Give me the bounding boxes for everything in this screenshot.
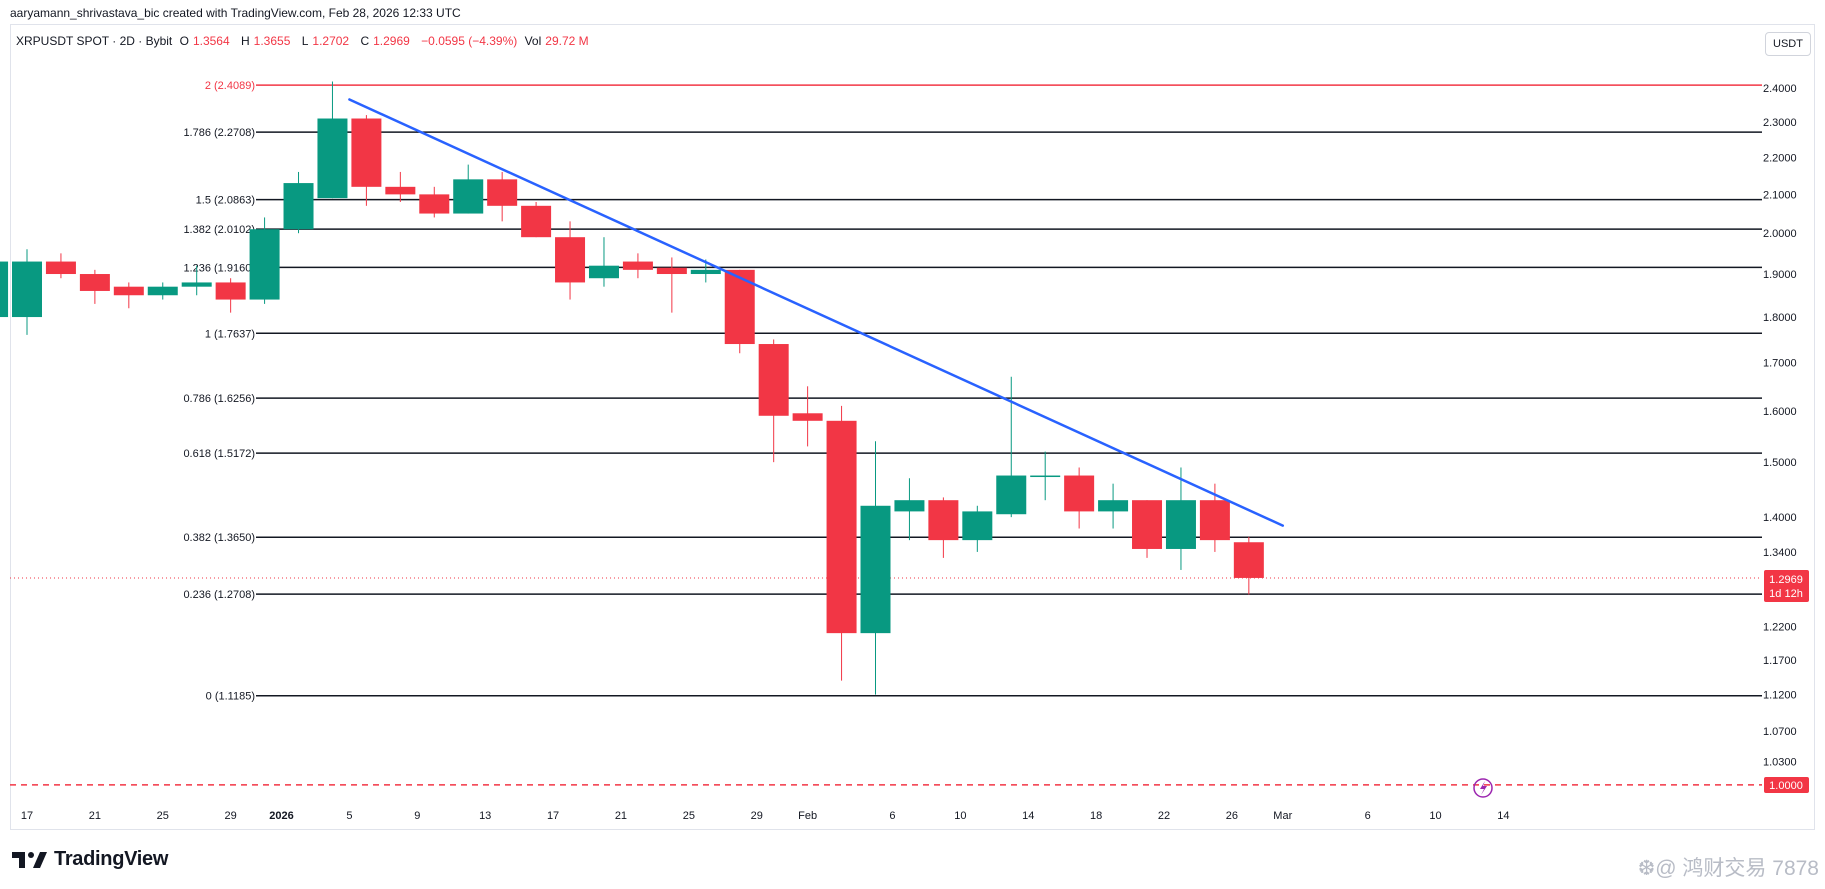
- tradingview-wordmark: TradingView: [54, 848, 169, 870]
- legend-low-label: L: [301, 34, 309, 48]
- legend-change: −0.0595 (−4.39%): [421, 34, 518, 48]
- candle-body: [0, 261, 9, 318]
- legend-high-value: 1.3655: [253, 34, 291, 48]
- legend-low-value: 1.2702: [312, 34, 350, 48]
- currency-selector[interactable]: USDT: [1765, 32, 1811, 56]
- tradingview-logo[interactable]: TradingView: [12, 848, 168, 871]
- symbol-legend: XRPUSDT SPOT · 2D · Bybit O 1.3564 H 1.365…: [16, 34, 597, 48]
- chart-attribution: aaryamann_shrivastava_bic created with T…: [10, 6, 461, 20]
- legend-open-label: O: [179, 34, 189, 48]
- chart-frame: [10, 24, 1815, 830]
- legend-close-value: 1.2969: [373, 34, 410, 48]
- legend-symbol[interactable]: XRPUSDT SPOT · 2D · Bybit: [16, 34, 173, 48]
- watermark: ❆@ 鸿财交易 7878: [1637, 857, 1819, 880]
- legend-high-label: H: [241, 34, 250, 48]
- legend-open-value: 1.3564: [192, 34, 230, 48]
- tradingview-mark-icon: [12, 850, 48, 870]
- legend-volume-value: 29.72 M: [545, 34, 589, 48]
- legend-close-label: C: [360, 34, 370, 48]
- legend-volume-label: Vol: [524, 34, 542, 48]
- candle-up[interactable]: [0, 233, 9, 318]
